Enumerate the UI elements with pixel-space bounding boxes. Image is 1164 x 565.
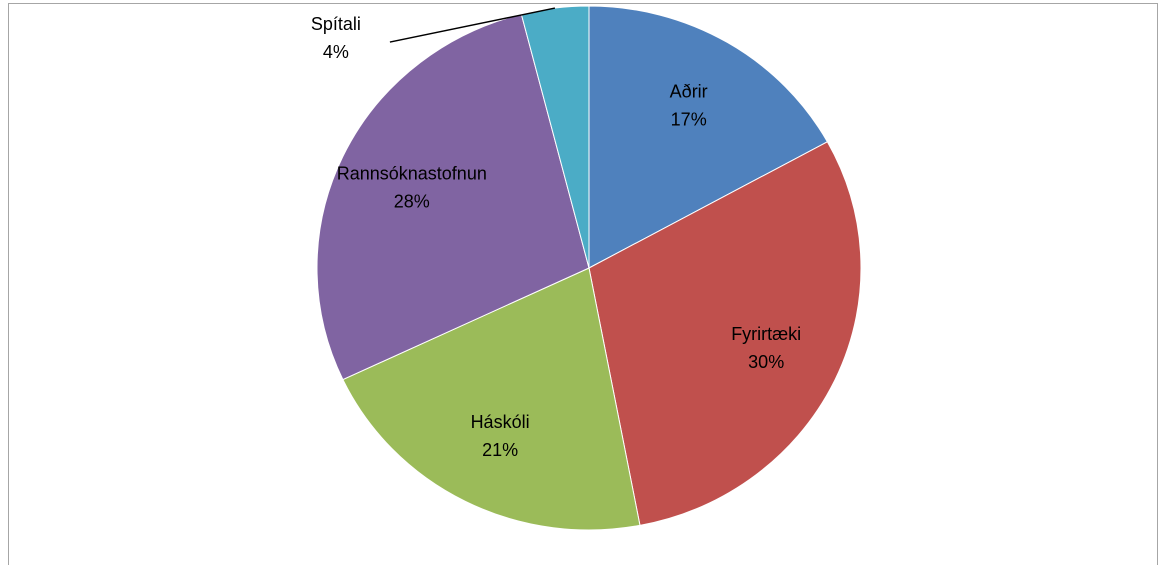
pie-slice <box>342 267 641 531</box>
pie-slice <box>588 5 829 269</box>
slice-label: Háskóli <box>471 412 530 432</box>
chart-frame <box>8 3 1158 565</box>
slice-label: Rannsóknastofnun <box>337 163 487 183</box>
slice-value-label: 17% <box>671 109 707 129</box>
pie-slice <box>588 141 862 526</box>
slice-label: Fyrirtæki <box>731 324 801 344</box>
slice-value-label: 30% <box>748 352 784 372</box>
slice-value-label: 21% <box>482 440 518 460</box>
pie <box>316 5 862 531</box>
slice-label: Spítali <box>311 14 361 34</box>
leader-line <box>389 7 556 43</box>
slice-label: Aðrir <box>670 81 708 101</box>
pie-slice <box>316 13 590 381</box>
slice-value-label: 28% <box>394 191 430 211</box>
slice-value-label: 4% <box>323 42 349 62</box>
